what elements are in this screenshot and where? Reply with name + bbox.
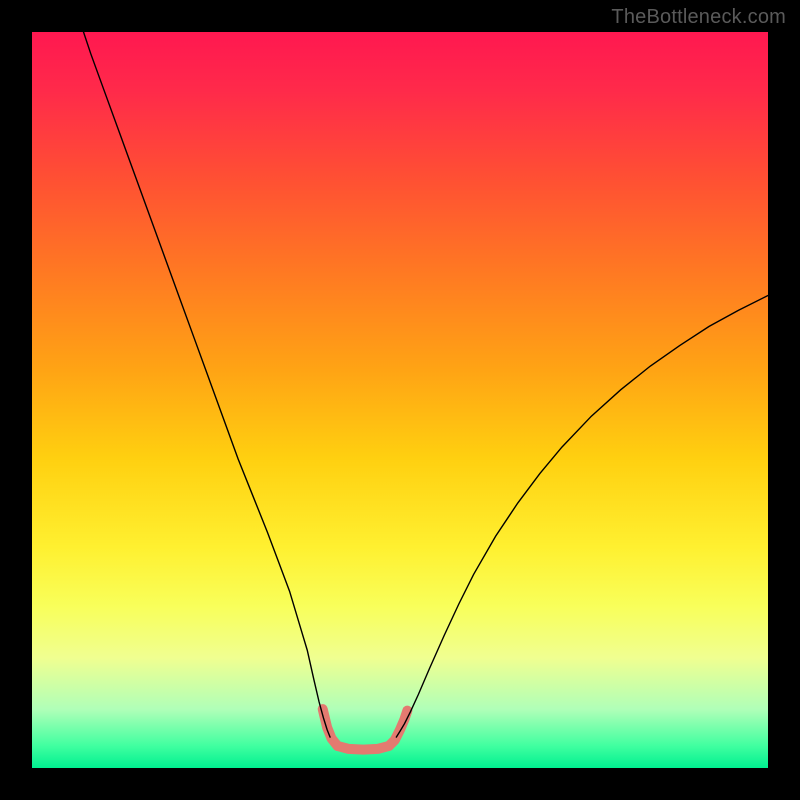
plot-area xyxy=(32,32,768,768)
chart-svg xyxy=(32,32,768,768)
chart-background xyxy=(32,32,768,768)
highlight-segment-1 xyxy=(337,746,389,750)
outer-frame: TheBottleneck.com xyxy=(0,0,800,800)
watermark-text: TheBottleneck.com xyxy=(611,6,786,29)
